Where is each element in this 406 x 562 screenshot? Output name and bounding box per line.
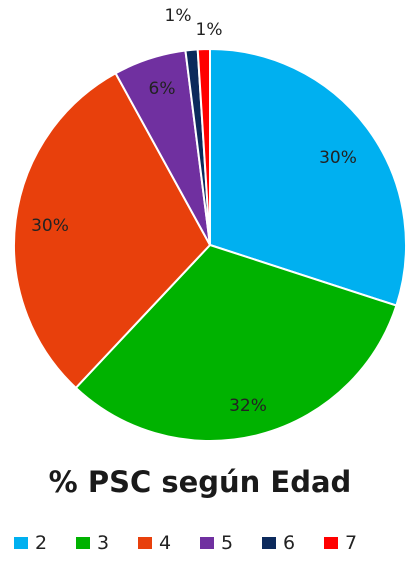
legend-swatch-2 bbox=[14, 537, 28, 549]
slice-label-2: 30% bbox=[319, 148, 357, 168]
legend-swatch-7 bbox=[324, 537, 338, 549]
legend-swatch-4 bbox=[138, 537, 152, 549]
pie-slices bbox=[13, 47, 406, 442]
chart-title: % PSC según Edad bbox=[49, 465, 352, 499]
legend-label-2: 2 bbox=[35, 532, 47, 554]
legend-label-7: 7 bbox=[345, 532, 357, 554]
legend-swatch-3 bbox=[76, 537, 90, 549]
slice-label-3: 32% bbox=[229, 396, 267, 416]
legend-label-3: 3 bbox=[97, 532, 109, 554]
pie-slice-2 bbox=[209, 47, 406, 307]
slice-label-6: 1% bbox=[165, 6, 192, 26]
legend-label-4: 4 bbox=[159, 532, 171, 554]
legend: 2 3 4 5 6 7 bbox=[14, 532, 357, 554]
legend-label-5: 5 bbox=[221, 532, 233, 554]
slice-labels: 30% 32% 30% 6% 1%1% bbox=[31, 6, 357, 416]
legend-item-2: 2 bbox=[14, 532, 47, 554]
slice-label-4: 30% bbox=[31, 216, 69, 236]
legend-label-6: 6 bbox=[283, 532, 295, 554]
slice-label-5: 6% bbox=[149, 79, 176, 99]
slice-label-7: 1% bbox=[196, 20, 223, 40]
pie-slice-4 bbox=[13, 71, 212, 390]
legend-item-5: 5 bbox=[200, 532, 233, 554]
legend-swatch-6 bbox=[262, 537, 276, 549]
legend-swatch-5 bbox=[200, 537, 214, 549]
legend-item-7: 7 bbox=[324, 532, 357, 554]
legend-item-4: 4 bbox=[138, 532, 171, 554]
legend-item-3: 3 bbox=[76, 532, 109, 554]
pie-slice-3 bbox=[74, 243, 398, 442]
pie-slice-7 bbox=[196, 47, 211, 246]
legend-item-6: 6 bbox=[262, 532, 295, 554]
